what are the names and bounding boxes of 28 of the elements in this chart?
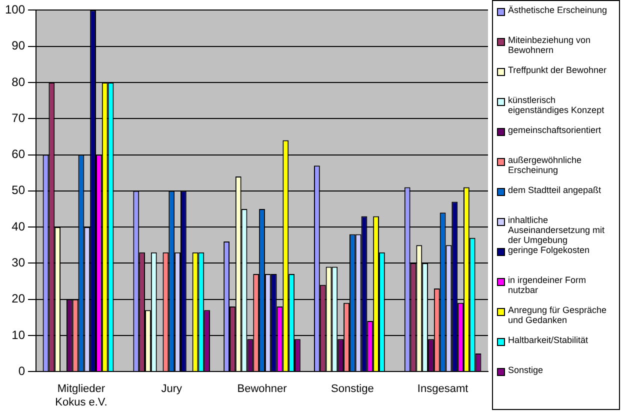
legend-label: Miteinbeziehung von Bewohnern	[508, 35, 592, 55]
y-tick-label: 90	[12, 38, 26, 53]
legend-label: Sonstige	[508, 365, 544, 375]
x-tick-label: Sonstige	[331, 383, 374, 396]
y-tick-label: 80	[12, 74, 26, 89]
legend-label: in irgendeiner Form nutzbar	[508, 275, 588, 295]
y-tick-label: 100	[4, 2, 26, 17]
legend-label: geringe Folgekosten	[508, 245, 590, 255]
legend-label: Treffpunkt der Bewohner	[508, 65, 607, 75]
legend-label: dem Stadtteil angepaßt	[508, 185, 602, 195]
legend-label: künstlerisch eigenständiges Konzept	[508, 95, 606, 115]
y-tick-label: 70	[12, 110, 26, 125]
y-tick-label: 60	[12, 147, 26, 162]
legend-label: Ästhetische Erscheinung	[508, 5, 608, 15]
legend-label: Anregung für Gespräche und Gedanken	[508, 305, 608, 325]
x-tick-label: Jury	[161, 383, 183, 396]
legend-label: Haltbarkeit/Stabilität	[508, 335, 588, 345]
x-tick-label: Bewohner	[237, 383, 288, 396]
y-tick-label: 20	[12, 292, 26, 306]
y-tick-label: 50	[12, 183, 26, 198]
legend-label: außergewöhnliche Erscheinung	[508, 155, 583, 175]
y-tick-label: 30	[12, 255, 26, 270]
y-tick-label: 40	[12, 219, 26, 234]
legend-label: gemeinschaftsorientiert	[508, 125, 602, 135]
y-tick-label: 10	[12, 328, 26, 342]
y-tick-label: 0	[18, 364, 26, 378]
x-tick-label: Mitglieder Kokus e.V.	[55, 383, 108, 408]
x-tick-label: Insgesamt	[417, 383, 468, 396]
